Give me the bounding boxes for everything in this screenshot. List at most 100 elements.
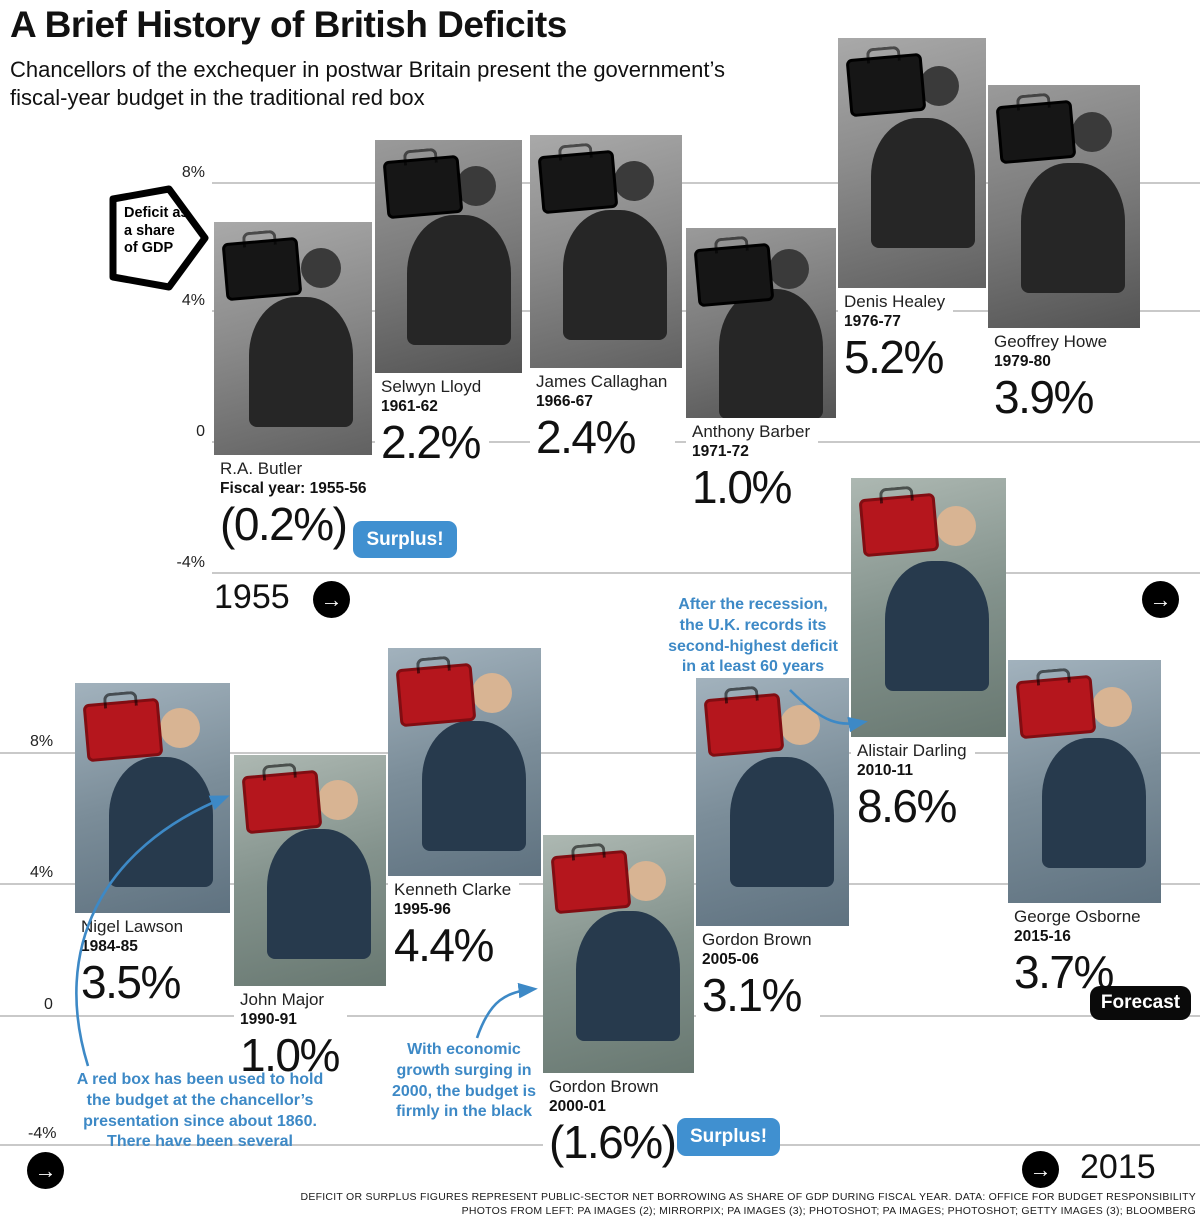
chancellor-label: Gordon Brown 2000-01 (1.6%) <box>543 1073 684 1168</box>
person-figure-head <box>300 247 341 288</box>
person-figure-body <box>1021 162 1126 293</box>
person-figure-head <box>768 248 809 289</box>
person-figure-head <box>455 165 496 206</box>
chancellor-year: 1990-91 <box>240 1011 297 1028</box>
chancellor-card-barber: Anthony Barber 1971-72 1.0% <box>686 228 836 513</box>
chancellor-year: 2015-16 <box>1014 928 1071 945</box>
chancellor-card-brown-2000: Gordon Brown 2000-01 (1.6%) <box>543 835 694 1168</box>
chancellor-value: 2.2% <box>381 416 481 468</box>
chancellor-year: Fiscal year: 1955-56 <box>220 480 367 497</box>
chancellor-photo <box>1008 660 1161 903</box>
chancellor-photo <box>543 835 694 1073</box>
y-tick: -4% <box>28 1125 57 1142</box>
chancellor-label: John Major 1990-91 1.0% <box>234 986 347 1081</box>
person-figure-head <box>1071 111 1112 152</box>
page-subtitle: Chancellors of the exchequer in postwar … <box>10 57 725 110</box>
gridline <box>212 182 1200 184</box>
chancellor-value: 3.1% <box>702 969 802 1021</box>
chancellor-label: Anthony Barber 1971-72 1.0% <box>686 418 819 513</box>
chancellor-label: James Callaghan 1966-67 2.4% <box>530 368 676 463</box>
y-tick: 0 <box>44 996 53 1013</box>
chancellor-photo <box>375 140 522 373</box>
chancellor-card-brown-2005: Gordon Brown 2005-06 3.1% <box>696 678 849 1021</box>
budget-box <box>693 242 775 308</box>
chancellor-value: 3.5% <box>81 956 181 1008</box>
arrow-glyph: → <box>1029 1156 1052 1182</box>
person-figure-body <box>870 118 975 248</box>
arrow-right-icon: → <box>313 581 350 618</box>
chancellor-year: 1976-77 <box>844 313 901 330</box>
chancellor-value: 8.6% <box>857 780 957 832</box>
annotation-recession: After the recession, the U.K. records it… <box>668 596 838 676</box>
footer-credits-line: PHOTOS FROM LEFT: PA IMAGES (2); MIRRORP… <box>461 1205 1196 1218</box>
chancellor-card-howe: Geoffrey Howe 1979-80 3.9% <box>988 85 1140 423</box>
arrow-glyph: → <box>320 586 343 612</box>
chancellor-card-clarke: Kenneth Clarke 1995-96 4.4% <box>388 648 541 971</box>
chancellor-photo <box>851 478 1006 737</box>
person-figure-body <box>267 828 372 959</box>
page-title: A Brief History of British Deficits <box>10 4 567 45</box>
chancellor-label: Geoffrey Howe 1979-80 3.9% <box>988 328 1116 423</box>
red-budget-box <box>1015 674 1097 740</box>
chancellor-year: 2005-06 <box>702 951 759 968</box>
chancellor-name: R.A. Butler <box>220 459 303 478</box>
chancellor-year: 1961-62 <box>381 398 438 415</box>
chancellor-name: Geoffrey Howe <box>994 332 1108 351</box>
chancellor-value: (0.2%) <box>220 498 348 550</box>
chancellor-year: 2010-11 <box>857 762 914 779</box>
chancellor-value: 4.4% <box>394 919 494 971</box>
y-tick: 4% <box>30 864 54 881</box>
chancellor-name: Gordon Brown <box>549 1077 659 1096</box>
chancellor-name: Gordon Brown <box>702 930 812 949</box>
timeline-end-year: 2015 <box>1080 1148 1156 1186</box>
chancellor-label: Nigel Lawson 1984-85 3.5% <box>75 913 192 1008</box>
budget-box <box>382 154 464 220</box>
arrow-right-icon: → <box>27 1152 64 1189</box>
chancellor-name: Nigel Lawson <box>81 917 184 936</box>
axis-note-text: Deficit as a share of GDP <box>124 205 189 257</box>
person-figure-body <box>421 720 526 851</box>
person-figure-body <box>576 911 681 1042</box>
y-tick: -4% <box>176 554 205 571</box>
chancellor-name: Alistair Darling <box>857 741 967 760</box>
person-figure-head <box>160 708 201 749</box>
person-figure-head <box>780 705 821 746</box>
chancellor-photo <box>686 228 836 418</box>
chancellor-photo <box>388 648 541 876</box>
chancellor-value: (1.6%) <box>549 1116 677 1168</box>
chancellor-year: 1995-96 <box>394 901 451 918</box>
annotation-growth: With economic growth surging in 2000, th… <box>391 1041 537 1121</box>
person-figure-head <box>472 673 513 714</box>
arrow-right-icon: → <box>1022 1151 1059 1188</box>
person-figure-head <box>936 506 977 547</box>
gridline <box>0 752 1200 754</box>
chancellor-card-butler: R.A. Butler Fiscal year: 1955-56 (0.2%) <box>214 222 375 550</box>
chancellor-label: Gordon Brown 2005-06 3.1% <box>696 926 820 1021</box>
chancellor-year: 1979-80 <box>994 353 1051 370</box>
person-figure-body <box>1041 737 1146 868</box>
person-figure-body <box>248 296 353 427</box>
arrow-glyph: → <box>34 1157 57 1183</box>
chancellor-label: George Osborne 2015-16 3.7% <box>1008 903 1149 998</box>
chancellor-name: George Osborne <box>1014 907 1141 926</box>
budget-box <box>537 149 619 215</box>
arrow-glyph: → <box>1149 586 1172 612</box>
red-budget-box <box>703 692 785 758</box>
axis-note-callout: Deficit as a share of GDP <box>108 184 210 292</box>
chancellor-label: Kenneth Clarke 1995-96 4.4% <box>388 876 520 971</box>
chancellor-photo <box>75 683 230 913</box>
person-figure-body <box>885 560 990 691</box>
red-budget-box <box>395 662 477 728</box>
chancellor-value: 5.2% <box>844 331 944 383</box>
person-figure-head <box>626 861 667 902</box>
chancellor-photo <box>530 135 682 368</box>
person-figure-head <box>613 160 654 201</box>
arrow-to-brown-2000 <box>475 982 538 1039</box>
y-tick: 8% <box>181 164 205 181</box>
red-budget-box <box>858 492 940 558</box>
chancellor-name: Kenneth Clarke <box>394 880 512 899</box>
red-budget-box <box>82 697 164 763</box>
chancellor-card-callaghan: James Callaghan 1966-67 2.4% <box>530 135 682 463</box>
y-tick: 0 <box>196 423 205 440</box>
